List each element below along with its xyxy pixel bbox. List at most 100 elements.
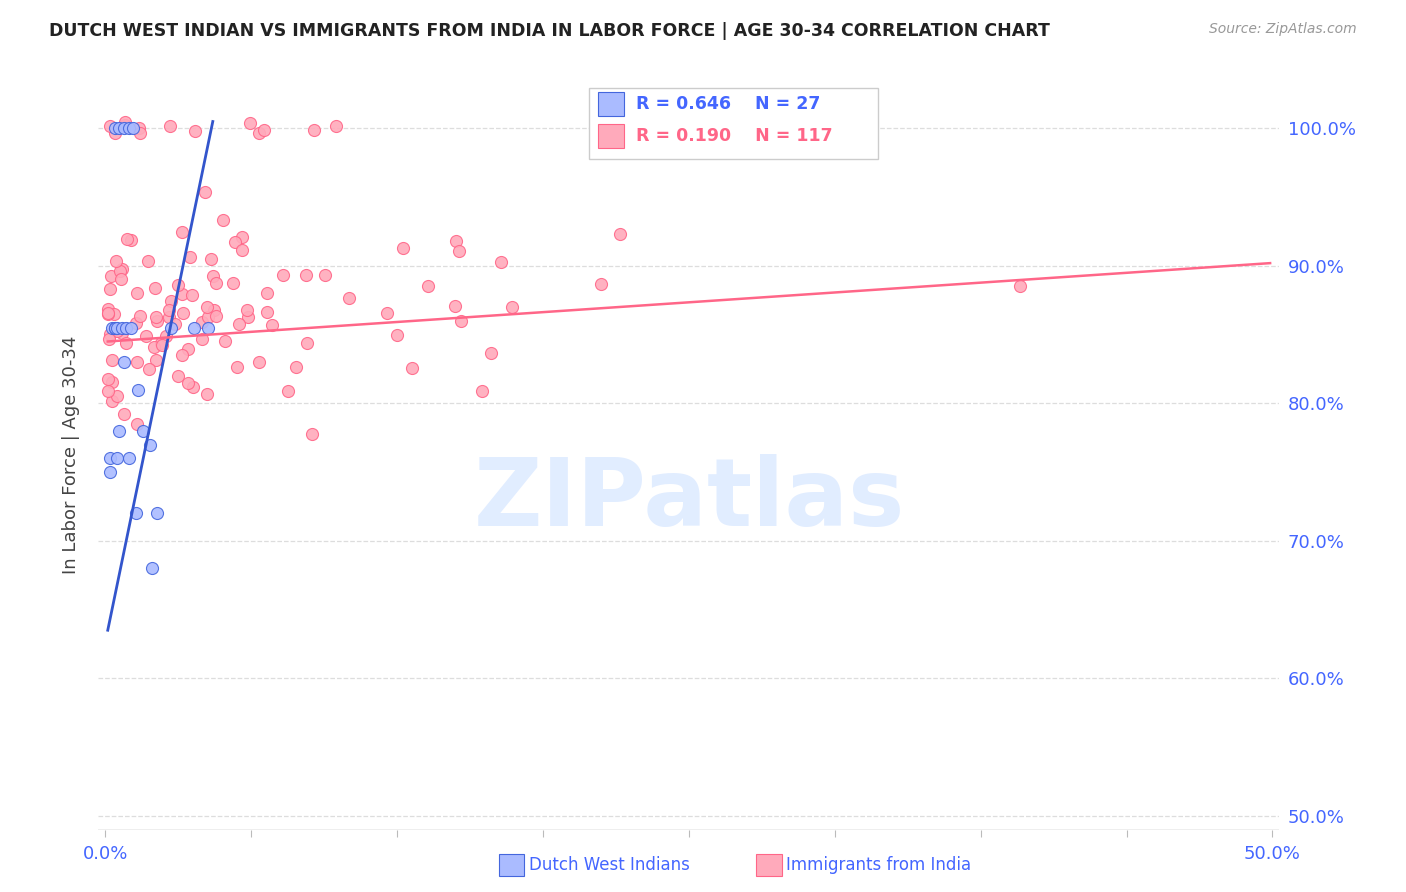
Point <box>97 372 120 386</box>
Point <box>98 282 121 296</box>
Point <box>479 346 502 360</box>
Point <box>179 250 201 264</box>
Point <box>120 233 142 247</box>
Point <box>114 118 136 132</box>
Point <box>205 276 228 290</box>
Point <box>447 244 470 258</box>
Point <box>1010 279 1032 293</box>
Point <box>212 213 235 227</box>
Point <box>284 359 307 374</box>
Point <box>166 277 188 292</box>
Point <box>238 116 260 130</box>
Point <box>170 348 193 362</box>
Point <box>98 465 121 479</box>
Point <box>202 268 225 283</box>
Point <box>159 294 181 309</box>
Bar <box>598 124 624 148</box>
Point <box>197 310 219 324</box>
Point <box>145 314 167 328</box>
Point <box>253 122 276 136</box>
Point <box>125 316 148 330</box>
Point <box>150 338 173 352</box>
Point <box>104 320 127 334</box>
Point <box>194 185 217 199</box>
Point <box>375 306 398 320</box>
Point <box>155 329 177 343</box>
Point <box>125 285 148 300</box>
Point <box>112 121 135 136</box>
Point <box>609 227 631 241</box>
Point <box>103 307 125 321</box>
Point <box>231 229 253 244</box>
Point <box>170 287 193 301</box>
Point <box>191 315 214 329</box>
Text: Immigrants from India: Immigrants from India <box>786 856 972 874</box>
Text: Source: ZipAtlas.com: Source: ZipAtlas.com <box>1209 22 1357 37</box>
Point <box>150 336 173 351</box>
Point <box>271 268 294 283</box>
Point <box>301 427 323 442</box>
Point <box>183 320 205 334</box>
Point <box>127 383 149 397</box>
Point <box>295 336 318 351</box>
Point <box>97 307 120 321</box>
Point <box>416 279 439 293</box>
Point <box>143 340 166 354</box>
Point <box>589 277 612 291</box>
Text: ZIPatlas: ZIPatlas <box>474 454 904 546</box>
Point <box>401 360 423 375</box>
Point <box>138 254 160 268</box>
Point <box>101 353 124 368</box>
Point <box>114 115 136 129</box>
Point <box>314 268 336 282</box>
Point <box>111 326 134 340</box>
Point <box>180 287 202 301</box>
Point <box>200 252 222 266</box>
Point <box>125 355 148 369</box>
Point <box>139 437 162 451</box>
Point <box>97 332 120 346</box>
Point <box>108 263 131 277</box>
Point <box>444 300 467 314</box>
Text: Dutch West Indians: Dutch West Indians <box>529 856 689 874</box>
Point <box>110 271 132 285</box>
Point <box>247 126 270 140</box>
Point <box>225 360 247 375</box>
Point <box>471 384 494 398</box>
Point <box>101 320 124 334</box>
Point <box>101 375 124 389</box>
Point <box>276 384 298 399</box>
Point <box>256 285 278 300</box>
Point <box>214 334 236 348</box>
Point <box>132 424 155 438</box>
Point <box>97 384 120 399</box>
Y-axis label: In Labor Force | Age 30-34: In Labor Force | Age 30-34 <box>62 335 80 574</box>
Point <box>98 327 121 342</box>
Point <box>112 355 135 369</box>
Point <box>184 124 207 138</box>
Point <box>105 451 128 466</box>
Point <box>191 332 214 346</box>
Point <box>181 380 204 394</box>
Point <box>450 314 472 328</box>
Point <box>129 310 152 324</box>
Point <box>115 320 138 334</box>
Point <box>118 451 141 466</box>
Point <box>97 301 120 316</box>
Point <box>256 304 278 318</box>
Point <box>491 255 513 269</box>
Point <box>145 352 167 367</box>
Point <box>176 342 198 356</box>
Point <box>231 244 253 258</box>
Point <box>224 235 246 249</box>
Point <box>197 386 219 401</box>
Bar <box>598 92 624 116</box>
Text: DUTCH WEST INDIAN VS IMMIGRANTS FROM INDIA IN LABOR FORCE | AGE 30-34 CORRELATIO: DUTCH WEST INDIAN VS IMMIGRANTS FROM IND… <box>49 22 1050 40</box>
Point <box>104 254 127 268</box>
Point <box>159 320 181 334</box>
Point <box>100 269 122 284</box>
Point <box>135 329 157 343</box>
Point <box>387 328 409 343</box>
Point <box>294 268 316 282</box>
Point <box>122 121 145 136</box>
